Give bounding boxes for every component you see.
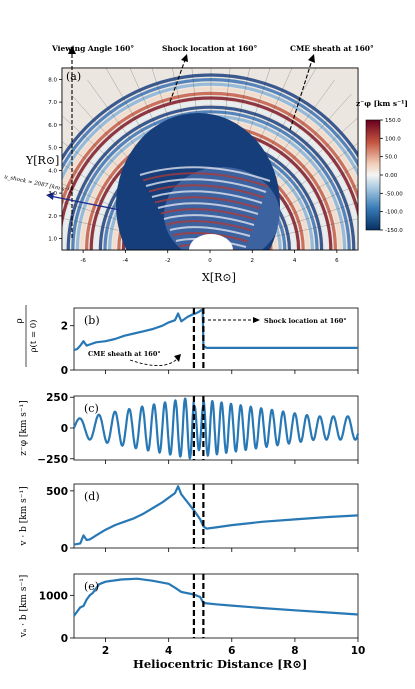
ylabel-denominator: ρ(t = 0) bbox=[28, 320, 39, 353]
ytick-label: −250 bbox=[37, 454, 68, 466]
top-panel-label: (a) bbox=[66, 70, 81, 83]
panel-d: (d) 0 500 v · b [km s⁻¹] bbox=[19, 483, 359, 555]
colorbar-tick-label: -150.0 bbox=[385, 228, 403, 234]
panel-label: (b) bbox=[84, 314, 100, 327]
panel-label: (c) bbox=[84, 402, 99, 415]
plot-frame bbox=[73, 483, 359, 549]
ytick-label: 250 bbox=[46, 392, 68, 404]
panel-b-annotations: Shock location at 160° CME sheath at 160… bbox=[88, 317, 347, 366]
bottom-xlabel: Heliocentric Distance [R⊙] bbox=[133, 657, 307, 671]
shock-location-arrow bbox=[169, 59, 186, 103]
top-ytick-label: 3.0 bbox=[48, 191, 57, 197]
shock-location-label-b: Shock location at 160° bbox=[264, 317, 347, 325]
top-xtick-label: 0 bbox=[208, 258, 212, 264]
xtick-label: 10 bbox=[351, 645, 366, 657]
series-line bbox=[72, 397, 360, 460]
ylabel: z⁻φ [km s⁻¹] bbox=[19, 400, 29, 456]
ylabel-numerator: ρ bbox=[15, 318, 25, 323]
panel-b: (b) 0 2 ρ ρ(t = 0) bbox=[15, 305, 359, 377]
colorbar-label: z⁻φ [km s⁻¹] bbox=[356, 99, 408, 108]
top-panel: (a) Viewing Angle 160° Shock location at… bbox=[4, 44, 408, 284]
sheath-arrow-b bbox=[129, 357, 179, 366]
top-xticks: -6 -4 -2 0 2 4 6 bbox=[80, 250, 339, 264]
ytick-label: 0 bbox=[61, 423, 68, 435]
top-ytick-label: 2.0 bbox=[48, 214, 57, 220]
viewing-angle-label: Viewing Angle 160° bbox=[51, 44, 134, 53]
bottom-panels: (b) 0 2 ρ ρ(t = 0) (c) −250 0 250 z⁻φ [km s⁻¹] (d)… bbox=[15, 305, 365, 657]
series-line bbox=[73, 577, 359, 617]
plot-frame bbox=[73, 573, 359, 639]
shock-velocity-arrow bbox=[49, 195, 121, 211]
colorbar-tick-label: 50.0 bbox=[385, 155, 398, 161]
shock-location-label: Shock location at 160° bbox=[162, 44, 257, 53]
top-ytick-label: 8.0 bbox=[48, 77, 57, 83]
top-ytick-label: 1.0 bbox=[48, 237, 57, 243]
cme-sheath-arrow bbox=[289, 59, 313, 131]
panel-c: (c) −250 0 250 z⁻φ [km s⁻¹] bbox=[19, 392, 360, 466]
top-xtick-label: 6 bbox=[335, 258, 339, 264]
top-xtick-label: 4 bbox=[293, 258, 297, 264]
colorbar bbox=[365, 119, 381, 231]
xtick-label: 4 bbox=[165, 645, 172, 657]
occulting-disk bbox=[189, 234, 233, 250]
ytick-label: 0 bbox=[61, 365, 68, 377]
xtick-label: 6 bbox=[228, 645, 235, 657]
top-xlabel: X[R⊙] bbox=[202, 271, 236, 284]
colorbar-tick-label: -50.00 bbox=[385, 191, 403, 197]
colorbar-tick-label: 0.00 bbox=[385, 173, 398, 179]
plot-frame bbox=[73, 307, 359, 371]
top-xtick-label: -2 bbox=[165, 258, 170, 264]
cme-sheath-label-b: CME sheath at 160° bbox=[88, 350, 161, 358]
series-line bbox=[73, 308, 358, 352]
panel-label: (e) bbox=[84, 580, 99, 593]
panel-e: (e) 0 1000 2 4 6 8 10 vₐ · b [km s⁻¹] bbox=[19, 573, 366, 657]
xtick-label: 2 bbox=[102, 645, 109, 657]
top-ytick-label: 5.0 bbox=[48, 146, 57, 152]
ytick-label: 1000 bbox=[39, 590, 68, 602]
top-ytick-label: 6.0 bbox=[48, 123, 57, 129]
colorbar-tick-label: -100.0 bbox=[385, 210, 403, 216]
top-ylabel: Y[R⊙] bbox=[25, 154, 59, 167]
xtick-label: 8 bbox=[291, 645, 298, 657]
cme-sheath-label: CME sheath at 160° bbox=[290, 44, 374, 53]
series-line bbox=[73, 485, 359, 546]
colorbar-ticks: 150.0 100.0 50.0 0.00 -50.00 -100.0 -150.0 bbox=[380, 118, 403, 234]
ytick-label: 2 bbox=[61, 321, 68, 333]
colorbar-tick-label: 100.0 bbox=[385, 136, 401, 142]
ylabel: vₐ · b [km s⁻¹] bbox=[19, 575, 29, 639]
cme-stripes bbox=[139, 166, 271, 250]
colorbar-tick-label: 150.0 bbox=[385, 118, 401, 124]
ytick-label: 0 bbox=[61, 633, 68, 645]
top-ytick-label: 4.0 bbox=[48, 168, 57, 174]
ytick-label: 0 bbox=[61, 543, 68, 555]
ytick-label: 500 bbox=[46, 486, 68, 498]
panel-label: (d) bbox=[84, 490, 100, 503]
top-xtick-label: -4 bbox=[123, 258, 129, 264]
ylabel: v · b [km s⁻¹] bbox=[19, 486, 29, 546]
top-ytick-label: 7.0 bbox=[48, 100, 57, 106]
top-xtick-label: -6 bbox=[80, 258, 86, 264]
top-yticks: 1.0 2.0 3.0 4.0 5.0 6.0 7.0 8.0 bbox=[48, 77, 62, 243]
top-xtick-label: 2 bbox=[251, 258, 255, 264]
